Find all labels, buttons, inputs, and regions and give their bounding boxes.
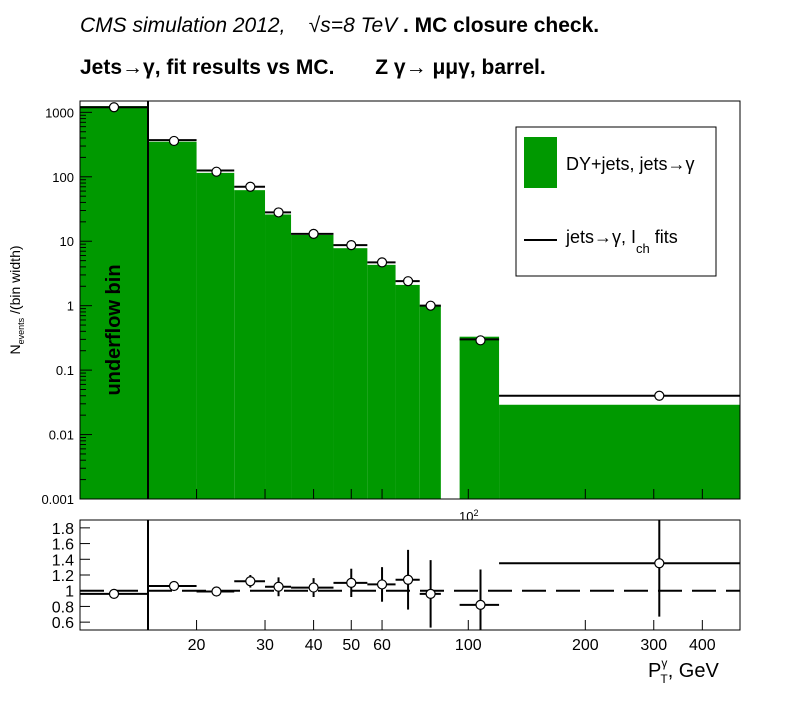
- main-y-tick-label-4: 10: [60, 234, 74, 249]
- ratio-point-10: [475, 599, 486, 610]
- ratio-x-tick-label-8: 400: [689, 637, 716, 654]
- main-y-tick-label-5: 100: [52, 170, 74, 185]
- fit-marker-3: [245, 181, 256, 192]
- main-y-tick-label-6: 1000: [45, 105, 74, 120]
- chart-title-line-2: Jets→γ, fit results vs MC. Z γ→ μμγ, bar…: [80, 56, 546, 80]
- legend-fit-main: jets→γ, I: [565, 227, 636, 247]
- fit-marker-10: [475, 335, 486, 346]
- ratio-point-5: [308, 582, 319, 593]
- ratio-x-tick-label-3: 50: [342, 637, 360, 654]
- legend-swatch-mc: [524, 137, 557, 188]
- fit-markers: [108, 102, 665, 401]
- ratio-point-1: [168, 580, 180, 592]
- fit-marker-11: [654, 390, 665, 401]
- fit-marker-1: [168, 135, 180, 147]
- mc-bar-10: [459, 336, 500, 499]
- ratio-x-tick-label-4: 60: [373, 637, 391, 654]
- main-y-axis: 0.001 0.01 0.1 1 10 100 1000: [41, 105, 92, 507]
- ratio-y-tick-label-2: 1: [65, 584, 74, 601]
- main-plot-border: [79, 100, 741, 500]
- ratio-x-tick-label-5: 100: [455, 637, 482, 654]
- ratio-points: [80, 520, 740, 630]
- chart-title-line-1: CMS simulation 2012, √s=8 TeV . MC closu…: [80, 14, 599, 38]
- ratio-x-axis: 20 30 40 50 60 100 200 300 400: [188, 489, 716, 654]
- ratio-x-tick-label-6: 200: [572, 637, 599, 654]
- fit-marker-2: [211, 166, 222, 177]
- mc-bar-7: [367, 264, 396, 499]
- main-y-tick-label-0: 0.001: [41, 492, 74, 507]
- mc-bar-8: [395, 284, 420, 499]
- ratio-point-3: [245, 576, 256, 587]
- x-axis-label: Pγ T, GeV: [648, 656, 719, 686]
- main-y-tick-label-1: 0.01: [49, 428, 74, 443]
- legend-fit-end: fits: [650, 227, 678, 247]
- fit-marker-8: [402, 276, 414, 287]
- title-channel: Z γ→ μμγ, barrel.: [375, 56, 546, 79]
- fit-marker-9: [425, 300, 436, 311]
- legend-label-mc: DY+jets, jets→γ: [566, 154, 695, 174]
- fit-marker-5: [308, 228, 319, 239]
- fit-marker-7: [376, 257, 388, 268]
- title-check: . MC closure check.: [403, 14, 600, 37]
- ratio-point-0: [108, 588, 120, 599]
- ratio-y-tick-label-5: 1.6: [52, 537, 74, 554]
- fit-marker-0: [108, 102, 120, 113]
- svg-text:Nevents /(bin width): Nevents /(bin width): [7, 245, 26, 354]
- legend-fit-sub: ch: [636, 241, 650, 256]
- main-y-axis-label: Nevents /(bin width): [7, 245, 26, 354]
- mc-bar-0: [80, 106, 148, 499]
- ratio-x-tick-label-0: 20: [188, 637, 206, 654]
- mc-bar-1: [148, 141, 197, 499]
- mc-bar-2: [196, 172, 235, 499]
- main-y-tick-label-3: 1: [67, 299, 74, 314]
- ratio-y-tick-label-1: 0.8: [52, 599, 74, 616]
- ratio-point-11: [654, 558, 665, 569]
- mc-bar-3: [234, 190, 266, 499]
- ratio-point-9: [425, 588, 436, 599]
- ratio-y-tick-label-3: 1.2: [52, 568, 74, 585]
- title-experiment: CMS simulation 2012,: [80, 14, 286, 37]
- legend: DY+jets, jets→γ jets→γ, Ich fits: [515, 126, 717, 277]
- ratio-point-6: [346, 577, 357, 588]
- ratio-x-tick-label-7: 300: [640, 637, 667, 654]
- ratio-point-7: [376, 579, 388, 590]
- mc-bar-5: [291, 234, 334, 500]
- ratio-y-axis: 0.60.811.21.41.61.8: [52, 521, 90, 632]
- ratio-x-tick-label-2: 40: [305, 637, 323, 654]
- ratio-point-8: [402, 574, 414, 585]
- fit-marker-6: [346, 240, 357, 251]
- mc-histogram: [80, 106, 740, 500]
- ratio-point-4: [273, 581, 284, 592]
- ratio-point-2: [211, 586, 222, 597]
- ratio-y-tick-label-0: 0.6: [52, 615, 74, 632]
- mc-bar-4: [265, 214, 292, 499]
- title-method: Jets→γ, fit results vs MC.: [80, 56, 335, 79]
- title-energy: √s=8 TeV: [308, 14, 398, 37]
- mc-bar-11: [499, 404, 740, 499]
- legend-label-fit: jets→γ, Ich fits: [565, 227, 678, 256]
- ratio-x-tick-label-1: 30: [256, 637, 274, 654]
- main-y-tick-label-2: 0.1: [56, 363, 74, 378]
- ratio-y-tick-label-6: 1.8: [52, 521, 74, 538]
- ratio-y-tick-label-4: 1.4: [52, 552, 74, 569]
- underflow-label: underflow bin: [103, 264, 125, 395]
- fit-marker-4: [273, 207, 284, 218]
- mc-bar-6: [333, 248, 368, 499]
- mc-bar-9: [419, 305, 441, 499]
